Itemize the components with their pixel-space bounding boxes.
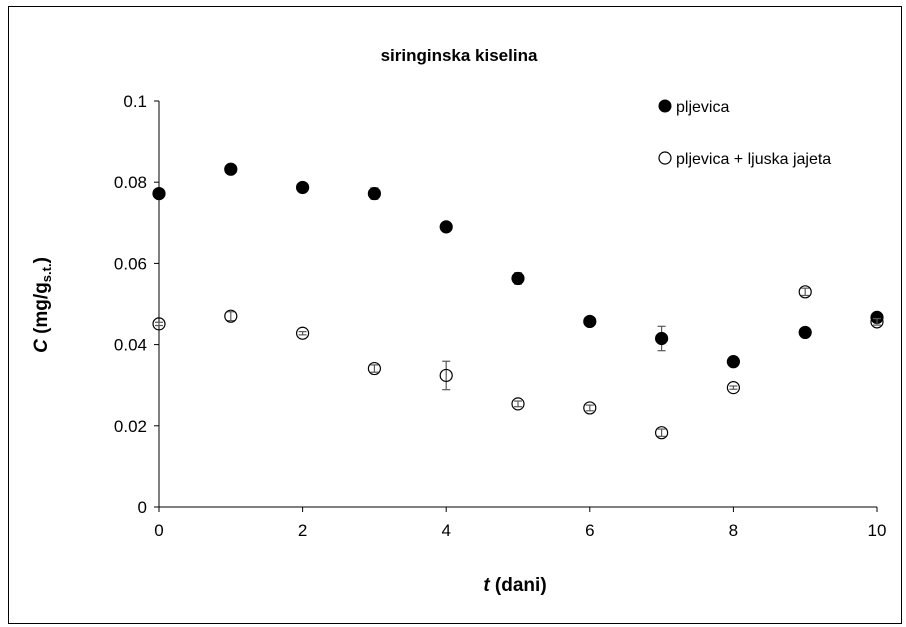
data-point-pljevica-ljuska xyxy=(296,326,310,340)
data-point-pljevica-ljuska xyxy=(367,361,381,376)
legend: pljevica pljevica + ljuska jajeta xyxy=(658,99,831,168)
chart-title: siringinska kiselina xyxy=(381,46,538,65)
x-axis: 0 2 4 6 8 10 xyxy=(154,507,886,540)
y-tick-label: 0 xyxy=(138,498,147,517)
data-point-pljevica xyxy=(654,331,669,346)
chart-frame: siringinska kiselina 0 0.02 0.04 0.06 0.08 0.… xyxy=(8,6,902,624)
x-tick-label: 0 xyxy=(154,521,163,540)
y-axis-label-variable: C xyxy=(31,339,52,353)
y-tick-label: 0.06 xyxy=(114,254,147,273)
data-point-pljevica-ljuska xyxy=(224,309,238,323)
x-tick-label: 4 xyxy=(441,521,450,540)
x-tick-label: 8 xyxy=(729,521,738,540)
y-tick-label: 0.04 xyxy=(114,336,147,355)
data-point-pljevica-ljuska xyxy=(439,368,453,383)
y-axis-label-unit-open: (mg/g xyxy=(31,282,52,339)
y-tick-label: 0.08 xyxy=(114,173,147,192)
data-point-pljevica xyxy=(224,162,238,176)
data-point-pljevica xyxy=(798,325,812,340)
x-axis-label: t (dani) xyxy=(483,575,546,596)
legend-label-1: pljevica xyxy=(676,99,729,116)
data-point-pljevica-ljuska xyxy=(152,317,166,331)
data-point-pljevica-ljuska xyxy=(654,426,669,440)
x-tick-label: 10 xyxy=(868,521,887,540)
data-point-pljevica xyxy=(583,314,597,329)
y-axis-label: C (mg/gs.t.) xyxy=(31,257,54,353)
data-point-pljevica-ljuska xyxy=(511,397,525,411)
y-tick-label: 0.1 xyxy=(123,92,147,111)
data-point-pljevica-ljuska xyxy=(583,401,597,415)
legend-label-2: pljevica + ljuska jajeta xyxy=(676,151,831,168)
y-axis-label-unit-close: ) xyxy=(31,257,52,263)
data-point-pljevica xyxy=(511,271,525,286)
x-tick-label: 6 xyxy=(585,521,594,540)
data-point-pljevica xyxy=(726,355,741,369)
x-axis-label-variable: t xyxy=(483,575,490,596)
scatter-chart: siringinska kiselina 0 0.02 0.04 0.06 0.08 0.… xyxy=(31,46,886,596)
y-axis-label-unit-subscript: s.t. xyxy=(39,263,54,282)
data-point-pljevica xyxy=(152,186,166,201)
legend-marker-filled xyxy=(658,99,672,113)
data-point-pljevica xyxy=(367,186,381,201)
data-point-pljevica xyxy=(439,220,453,234)
plot-area xyxy=(152,162,884,440)
data-point-pljevica-ljuska xyxy=(798,285,812,299)
data-point-pljevica xyxy=(296,180,310,195)
legend-marker-open xyxy=(658,151,672,165)
data-point-pljevica-ljuska xyxy=(870,315,884,329)
y-tick-label: 0.02 xyxy=(114,417,147,436)
data-point-pljevica-ljuska xyxy=(726,381,741,395)
x-axis-label-unit: (dani) xyxy=(490,575,547,596)
x-tick-label: 2 xyxy=(298,521,307,540)
y-axis: 0 0.02 0.04 0.06 0.08 0.1 xyxy=(114,92,159,517)
